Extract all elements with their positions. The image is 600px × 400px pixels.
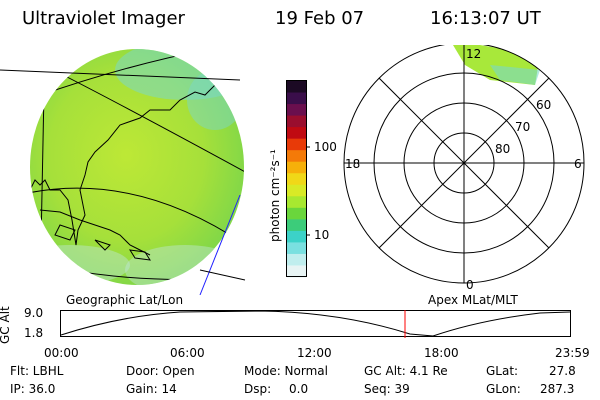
mlt-label-18: 18 [345,157,360,171]
colorbar [286,80,310,278]
polar-plot: 12 18 6 0 60 70 80 [343,45,585,290]
colorbar-stripe [287,184,306,197]
xtick-12: 12:00 [297,346,332,360]
altitude-plot [60,310,571,338]
colorbar-stripe [287,242,306,255]
colorbar-stripe [287,207,306,220]
colorbar-stripe [287,219,306,232]
colorbar-tick-10: 10 [314,228,330,242]
glat-label: GLat: [486,364,519,378]
xtick-2359: 23:59 [555,346,590,360]
polar-panel-label: Apex MLat/MLT [428,293,518,307]
colorbar-stripe [287,127,306,140]
altitude-ytick-1-8: 1.8 [24,326,44,340]
glon-value: 287.3 [540,382,575,396]
colorbar-stripe [287,253,306,266]
altitude-curve [60,310,571,337]
xtick-00: 00:00 [44,346,79,360]
colorbar-stripe [287,104,306,117]
colorbar-stripe [287,265,306,278]
colorbar-stripe [287,161,306,174]
dsp-value: 0.0 [289,382,309,396]
colorbar-stripe [287,92,306,105]
instrument-title: Ultraviolet Imager [22,8,185,29]
dsp-label: Dsp: [244,382,272,396]
gain-status: Gain: 14 [126,382,177,396]
xtick-18: 18:00 [424,346,459,360]
mlt-label-12: 12 [466,47,481,61]
xtick-06: 06:00 [170,346,205,360]
gc-alt-status: GC Alt: 4.1 Re [364,364,448,378]
altitude-ytick-9: 9.0 [24,306,44,320]
mode-status: Mode: Normal [244,364,328,378]
glon-label: GLon: [486,382,521,396]
colorbar-stripe [287,173,306,186]
glat-value: 27.8 [549,364,576,378]
door-status: Door: Open [126,364,195,378]
date-label: 19 Feb 07 [275,8,365,29]
geographic-panel-label: Geographic Lat/Lon [66,293,184,307]
mlat-label-60: 60 [536,98,551,112]
filter-status: Flt: LBHL [10,364,64,378]
mlt-label-0: 0 [466,278,474,290]
colorbar-stripe [287,115,306,128]
geographic-image-panel [0,49,246,295]
colorbar-stripe [287,230,306,243]
colorbar-stripe [287,196,306,209]
colorbar-unit-label: photon cm⁻²s⁻¹ [268,149,282,242]
seq-status: Seq: 39 [364,382,410,396]
mlat-label-70: 70 [515,120,530,134]
ip-status: IP: 36.0 [10,382,56,396]
mlt-label-6: 6 [574,157,582,171]
colorbar-stripe [287,138,306,151]
altitude-ylabel: GC Alt [0,306,12,344]
time-label: 16:13:07 UT [430,8,541,29]
colorbar-stripe [287,81,306,94]
colorbar-stripe [287,150,306,163]
mlat-label-80: 80 [495,142,510,156]
colorbar-tick-100: 100 [314,140,337,154]
